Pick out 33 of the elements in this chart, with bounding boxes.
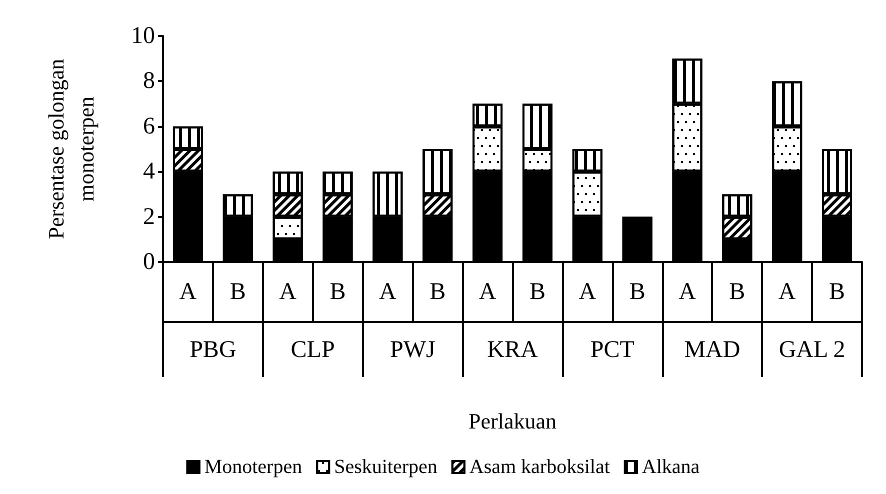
x-tick-label: B: [829, 279, 846, 305]
text: PWJ: [390, 337, 436, 363]
x-tick-label: B: [729, 279, 746, 305]
x-tick-label: B: [529, 279, 546, 305]
legend-label: Seskuiterpen: [334, 456, 438, 478]
y-tick-label: 2: [143, 204, 155, 230]
text: GAL 2: [778, 337, 846, 363]
x-tick-label: B: [430, 279, 446, 305]
y-tick-label: 4: [143, 158, 155, 185]
x-tick-label: A: [578, 279, 597, 305]
x-tick-label: B: [330, 279, 346, 305]
x-axis-title: Perlakuan: [468, 408, 556, 434]
legend-label: Monoterpen: [204, 456, 302, 478]
x-tick-label: A: [478, 279, 497, 305]
y-tick-label: 10: [131, 23, 155, 49]
x-tick-label: A: [778, 279, 796, 305]
x-tick-label: A: [179, 279, 198, 305]
x-tick-label: A: [678, 279, 697, 305]
legend-label: Alkana: [642, 456, 700, 478]
text: MAD: [684, 337, 740, 363]
y-axis-title: Persentase golongan monoterpen: [44, 58, 98, 240]
x-tick-label: B: [629, 279, 646, 305]
y-tick-label: 8: [143, 68, 155, 94]
y-tick-label: 0: [143, 249, 155, 275]
text: PBG: [190, 337, 236, 363]
x-tick-label: A: [279, 279, 298, 305]
text: KRA: [487, 337, 539, 363]
y-tick-label: 6: [143, 113, 155, 140]
x-tick-label: A: [379, 279, 398, 305]
text: CLP: [290, 337, 335, 363]
text: PCT: [590, 337, 635, 363]
x-tick-label: B: [230, 279, 246, 305]
legend-label: Asam karboksilat: [469, 456, 610, 478]
